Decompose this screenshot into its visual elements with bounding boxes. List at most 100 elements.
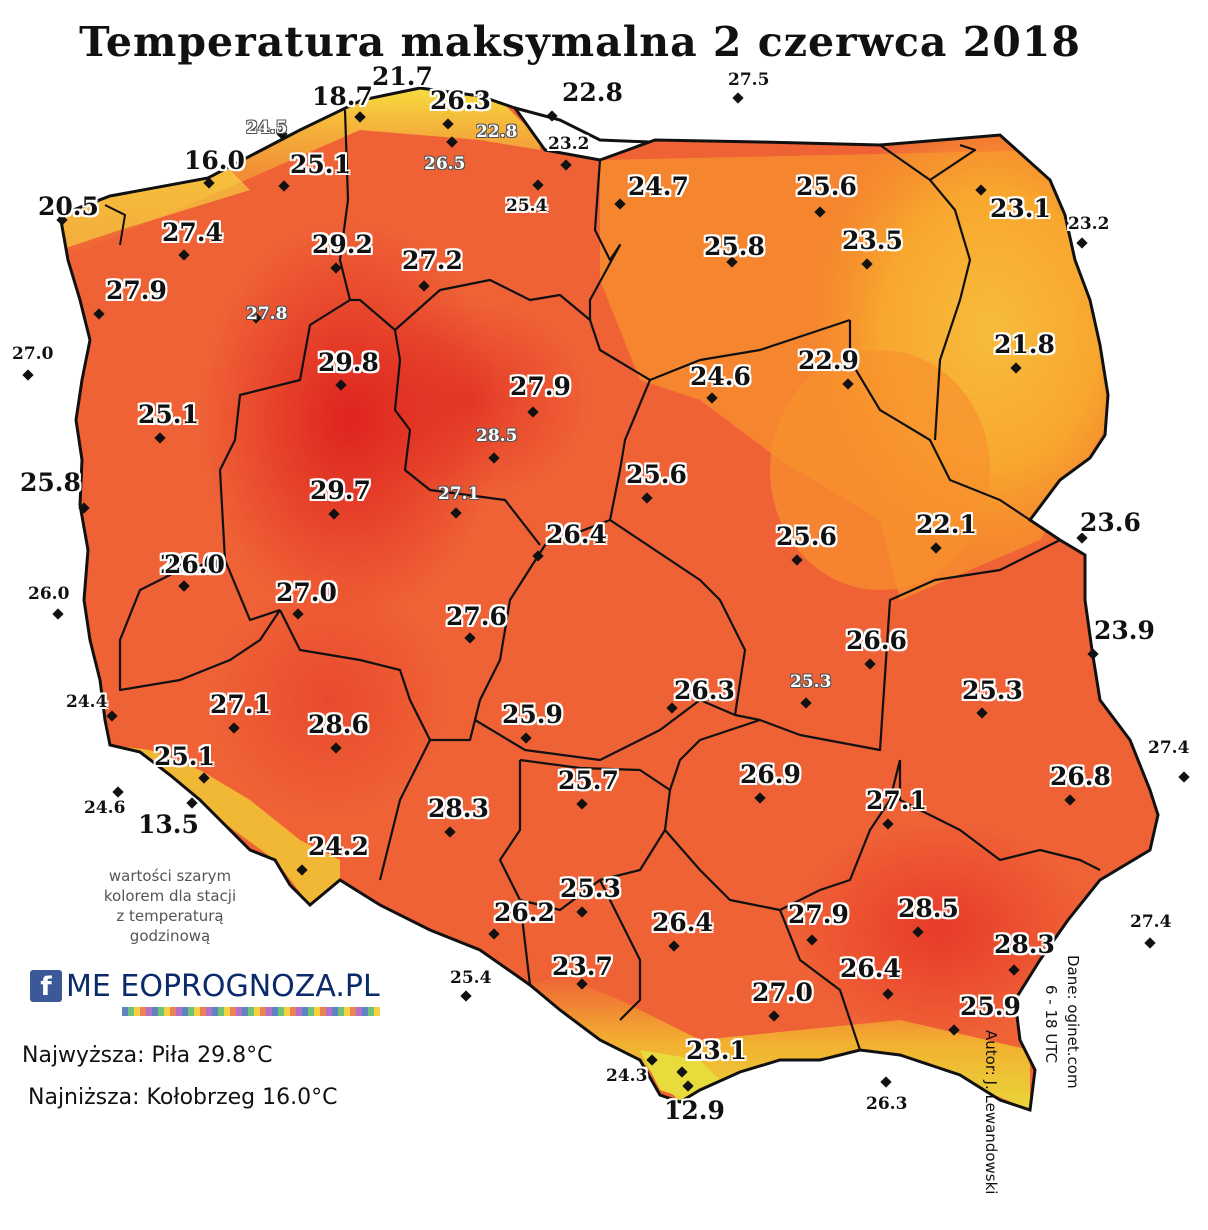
station-temp-label: 27.4 — [162, 218, 223, 247]
station-temp-label: 25.4 — [506, 196, 548, 216]
station-temp-label: 25.6 — [626, 460, 687, 489]
note-line: wartości szarym — [108, 867, 232, 885]
station-temp-label: 25.1 — [290, 150, 351, 179]
station-temp-label: 20.5 — [38, 192, 99, 221]
station-temp-label: 25.7 — [558, 766, 619, 795]
station-temp-label: 25.9 — [502, 700, 563, 729]
station-temp-label: 25.3 — [790, 672, 832, 692]
station-temp-label: 29.8 — [318, 348, 379, 377]
station-temp-label: 26.9 — [740, 760, 801, 789]
station-temp-label: 25.8 — [704, 232, 765, 261]
voivodeship-borders — [118, 109, 1101, 1051]
note-line: godzinową — [129, 927, 211, 945]
station-temp-label: 23.7 — [552, 952, 613, 981]
station-temp-label: 27.8 — [246, 304, 288, 324]
station-temp-label: 24.6 — [690, 362, 751, 391]
station-temp-label: 25.1 — [154, 742, 215, 771]
station-temp-label: 26.0 — [160, 550, 221, 579]
station-temp-label: 22.9 — [798, 346, 859, 375]
station-temp-label: 28.3 — [428, 794, 489, 823]
station-temp-label: 27.9 — [788, 900, 849, 929]
station-temp-label: 27.4 — [1148, 738, 1190, 758]
logo-color-strip — [122, 1007, 380, 1016]
min-temp-stat: Najniższa: Kołobrzeg 16.0°C — [28, 1085, 338, 1110]
credit-data: Dane: oginet.com — [1064, 955, 1082, 1089]
station-temp-label: 26.3 — [866, 1094, 908, 1114]
logo-text: ME EOPROGNOZA.PL — [66, 968, 380, 1004]
grey-values-note: wartości szarym kolorem dla stacji z tem… — [90, 866, 250, 946]
station-temp-label: 27.0 — [752, 978, 813, 1007]
station-temp-label: 23.2 — [548, 134, 590, 154]
station-temp-label: 25.3 — [560, 874, 621, 903]
station-temp-label: 26.0 — [164, 550, 225, 579]
station-temp-label: 21.8 — [994, 330, 1055, 359]
meteoprognoza-logo[interactable]: f ME EOPROGNOZA.PL — [30, 968, 380, 1004]
station-temp-label: 26.4 — [546, 520, 607, 549]
map-title: Temperatura maksymalna 2 czerwca 2018 — [79, 18, 1081, 66]
station-temp-label: 25.4 — [450, 968, 492, 988]
credit-hours: 6 - 18 UTC — [1042, 985, 1060, 1064]
station-temp-label: 27.5 — [728, 70, 770, 90]
station-temp-label: 26.4 — [840, 954, 901, 983]
station-temp-label: 23.2 — [1068, 214, 1110, 234]
station-temp-label: 23.1 — [686, 1036, 747, 1065]
station-temp-label: 26.5 — [424, 154, 466, 174]
station-temp-label: 25.9 — [960, 992, 1021, 1021]
station-temp-label: 28.6 — [308, 710, 369, 739]
station-temp-label: 21.7 — [372, 62, 433, 91]
station-temp-label: 26.3 — [674, 676, 735, 705]
station-temp-label: 12.9 — [664, 1096, 725, 1125]
station-temp-label: 26.6 — [846, 626, 907, 655]
credits: Autor: J. Lewandowski — [982, 1030, 1000, 1230]
facebook-icon[interactable]: f — [30, 970, 62, 1002]
station-temp-label: 24.4 — [66, 692, 108, 712]
station-temp-label: 24.5 — [246, 118, 288, 138]
station-temp-label: 28.5 — [476, 426, 518, 446]
station-temp-label: 24.3 — [606, 1066, 648, 1086]
station-temp-label: 26.8 — [1050, 762, 1111, 791]
station-temp-label: 25.8 — [20, 468, 81, 497]
station-temp-label: 23.5 — [842, 226, 903, 255]
station-temp-label: 27.6 — [446, 602, 507, 631]
station-temp-label: 28.5 — [898, 894, 959, 923]
station-temp-label: 25.3 — [962, 676, 1023, 705]
station-temp-label: 25.6 — [796, 172, 857, 201]
credit-author: Autor: J. Lewandowski — [982, 1030, 1000, 1195]
station-temp-label: 27.0 — [12, 344, 54, 364]
note-line: kolorem dla stacji — [103, 887, 237, 905]
station-temp-label: 26.4 — [652, 908, 713, 937]
station-temp-label: 27.4 — [1130, 912, 1172, 932]
station-temp-label: 27.9 — [106, 276, 167, 305]
station-temp-label: 25.6 — [776, 522, 837, 551]
station-temp-label: 16.0 — [184, 146, 245, 175]
station-temp-label: 26.3 — [430, 86, 491, 115]
max-temp-stat: Najwyższa: Piła 29.8°C — [22, 1043, 273, 1068]
station-temp-label: 24.2 — [308, 832, 369, 861]
station-temp-label: 27.1 — [866, 786, 927, 815]
station-temp-label: 24.7 — [628, 172, 689, 201]
credit-data-block: Dane: oginet.com — [1064, 955, 1082, 1155]
station-temp-label: 23.1 — [990, 194, 1051, 223]
station-temp-label: 27.1 — [210, 690, 271, 719]
station-temp-label: 22.8 — [562, 78, 623, 107]
credit-hours-block: 6 - 18 UTC — [1042, 985, 1060, 1185]
station-temp-label: 13.5 — [138, 810, 199, 839]
station-temp-label: 27.2 — [402, 246, 463, 275]
station-temp-label: 24.6 — [84, 798, 126, 818]
station-temp-label: 23.6 — [1080, 508, 1141, 537]
station-temp-label: 22.8 — [476, 122, 518, 142]
station-temp-label: 22.1 — [916, 510, 977, 539]
station-temp-label: 27.9 — [510, 372, 571, 401]
station-temp-label: 27.1 — [438, 484, 480, 504]
station-temp-label: 18.7 — [312, 82, 373, 111]
station-temp-label: 25.1 — [138, 400, 199, 429]
station-temp-label: 23.9 — [1094, 616, 1155, 645]
station-temp-label: 26.0 — [28, 584, 70, 604]
station-temp-label: 27.0 — [276, 578, 337, 607]
note-line: z temperaturą — [116, 907, 224, 925]
station-temp-label: 29.2 — [312, 230, 373, 259]
station-temp-label: 28.3 — [994, 930, 1055, 959]
temperature-map — [58, 86, 1160, 1112]
station-temp-label: 26.2 — [494, 898, 555, 927]
station-temp-label: 29.7 — [310, 476, 371, 505]
